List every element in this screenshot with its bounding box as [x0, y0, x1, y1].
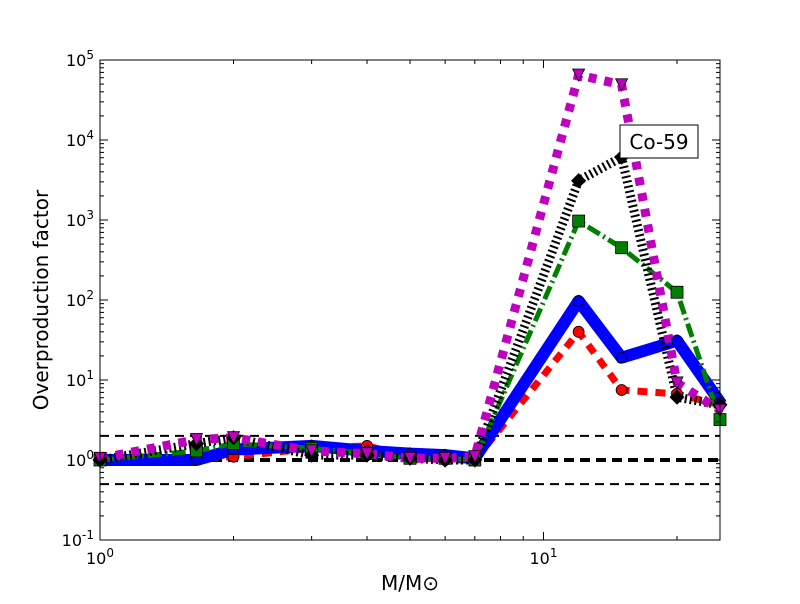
data-point [403, 451, 417, 466]
y-tick-base: 10 [66, 371, 86, 390]
series-line-blue-pentagon [100, 295, 725, 466]
x-axis-label: M/M⊙ [381, 571, 439, 595]
data-point [226, 431, 241, 445]
data-point [304, 444, 319, 458]
data-point [669, 389, 685, 405]
x-tick-label: 100 [86, 546, 114, 568]
y-tick-label: 105 [66, 48, 94, 70]
y-tick-exponent: 0 [86, 448, 94, 462]
y-tick-base: 10 [66, 51, 86, 70]
annotation-box: Co-59 [619, 124, 699, 159]
data-point [615, 241, 629, 255]
y-tick-exponent: 1 [86, 368, 94, 382]
y-tick-label: 10-1 [62, 528, 94, 550]
data-point [572, 294, 585, 307]
data-point [615, 384, 628, 396]
series-line-green-square [99, 218, 723, 463]
data-point [615, 351, 628, 363]
data-point [670, 334, 684, 346]
data-point [670, 376, 684, 390]
y-tick-exponent: 3 [86, 208, 94, 222]
y-tick-label: 100 [66, 448, 94, 470]
y-axis-label: Overproduction factor [29, 189, 53, 410]
x-tick-base: 10 [86, 549, 106, 568]
data-point [670, 285, 684, 299]
annotation-text: Co-59 [629, 130, 688, 154]
data-point [189, 433, 204, 447]
data-point [468, 450, 482, 464]
y-tick-base: 10 [62, 531, 82, 550]
x-tick-base: 10 [530, 549, 550, 568]
x-tick-label: 101 [530, 546, 558, 568]
data-point [571, 68, 586, 82]
data-point [360, 447, 374, 461]
x-tick-exponent: 0 [106, 546, 114, 560]
y-tick-base: 10 [66, 131, 86, 150]
y-tick-exponent: -1 [82, 528, 94, 542]
data-point [438, 451, 452, 466]
y-tick-label: 101 [66, 368, 94, 390]
y-tick-label: 104 [66, 128, 94, 150]
x-tick-exponent: 1 [550, 546, 558, 560]
y-tick-label: 102 [66, 288, 94, 310]
data-point [572, 214, 586, 228]
data-point [572, 325, 585, 338]
y-tick-exponent: 4 [86, 128, 94, 142]
series-line-black-diamond [99, 152, 721, 465]
data-point [614, 78, 629, 92]
y-tick-exponent: 2 [86, 288, 94, 302]
y-tick-base: 10 [66, 451, 86, 470]
y-tick-exponent: 5 [86, 48, 94, 62]
y-tick-label: 103 [66, 208, 94, 230]
y-tick-base: 10 [66, 291, 86, 310]
data-point [571, 173, 587, 189]
y-tick-base: 10 [66, 211, 86, 230]
